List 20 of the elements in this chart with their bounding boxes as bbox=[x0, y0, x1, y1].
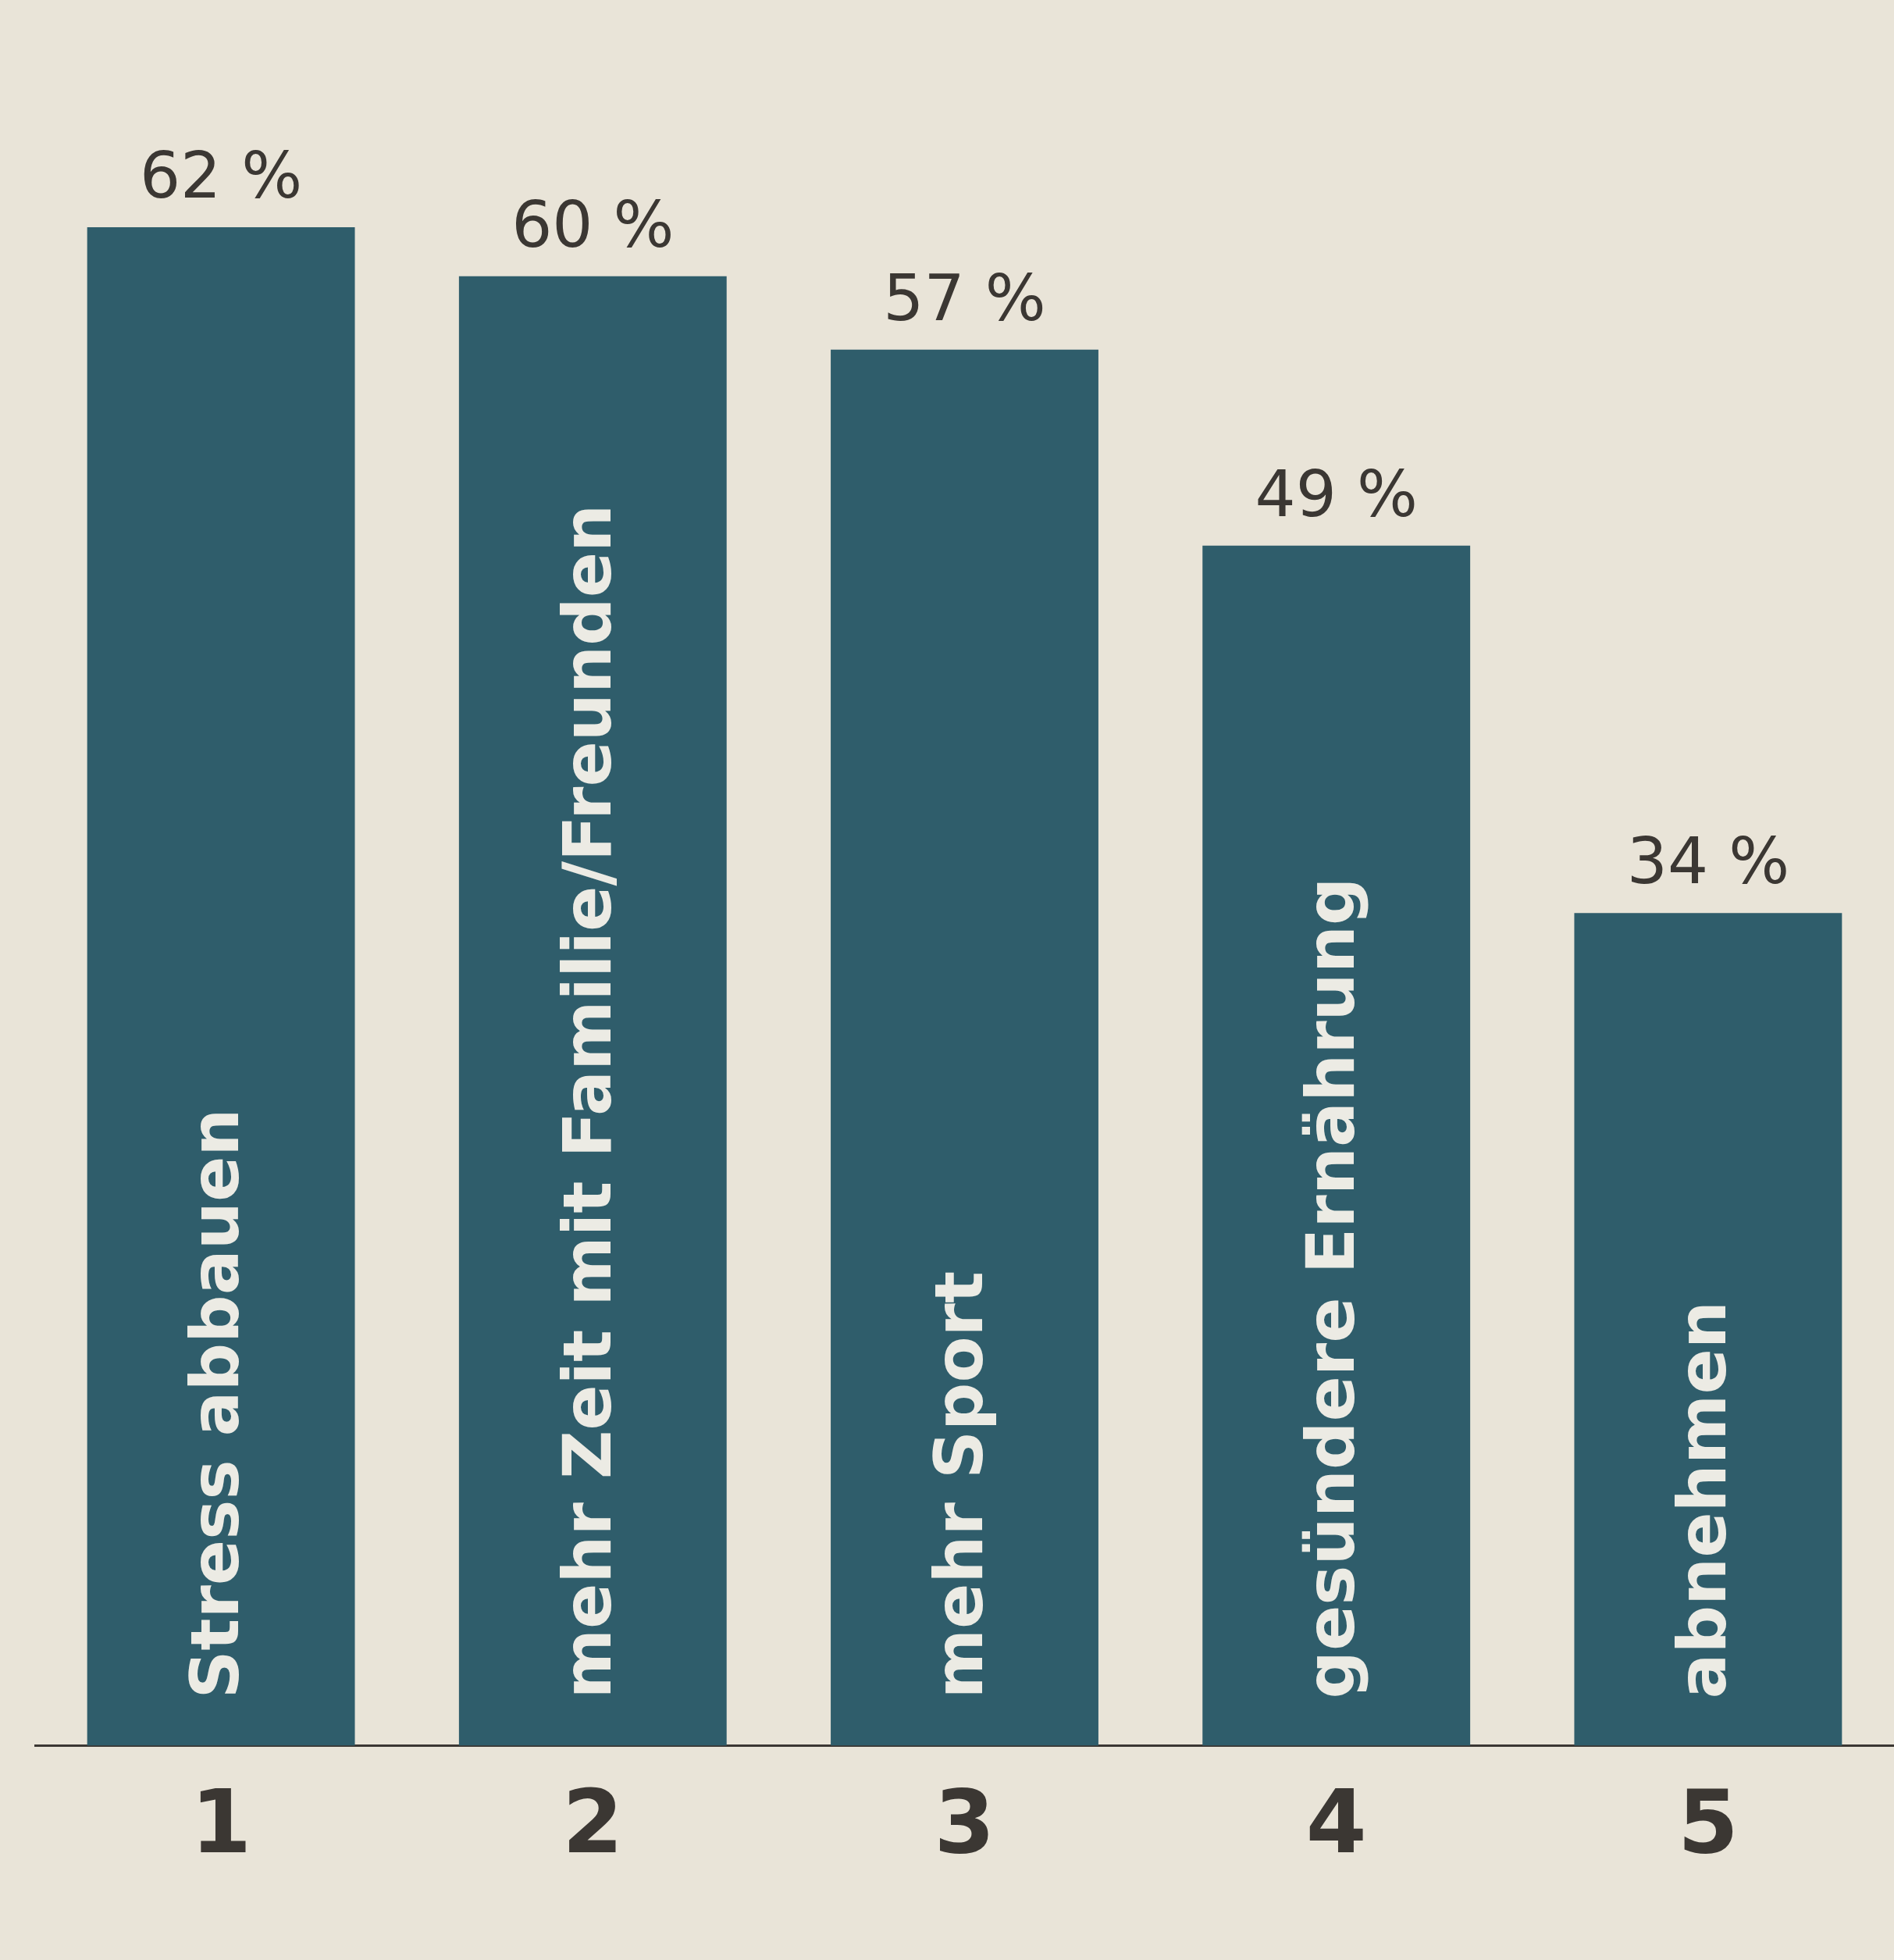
annotation: mehr Sport bbox=[919, 1270, 998, 1699]
annotation: Stress abbauen bbox=[176, 1108, 255, 1699]
annotation: mehr Zeit mit Familie/Freunden bbox=[547, 504, 626, 1699]
data-label: 60 % bbox=[511, 187, 675, 262]
annotation: gesündere Ernährung bbox=[1291, 877, 1370, 1699]
data-label: 49 % bbox=[1255, 456, 1418, 531]
x-tick-label: 4 bbox=[1305, 1770, 1367, 1873]
bar bbox=[458, 276, 727, 1746]
data-label: 62 % bbox=[139, 138, 303, 213]
x-tick-label: 5 bbox=[1677, 1770, 1739, 1873]
x-tick-label: 1 bbox=[190, 1770, 252, 1873]
bar bbox=[1574, 913, 1842, 1746]
bar bbox=[1202, 545, 1471, 1746]
bar bbox=[87, 226, 355, 1746]
data-label: 57 % bbox=[883, 261, 1046, 336]
annotation: abnehmen bbox=[1663, 1301, 1742, 1699]
data-label: 34 % bbox=[1626, 824, 1790, 899]
x-tick-label: 2 bbox=[562, 1770, 624, 1873]
bar bbox=[831, 349, 1098, 1746]
x-tick-label: 3 bbox=[934, 1770, 995, 1873]
